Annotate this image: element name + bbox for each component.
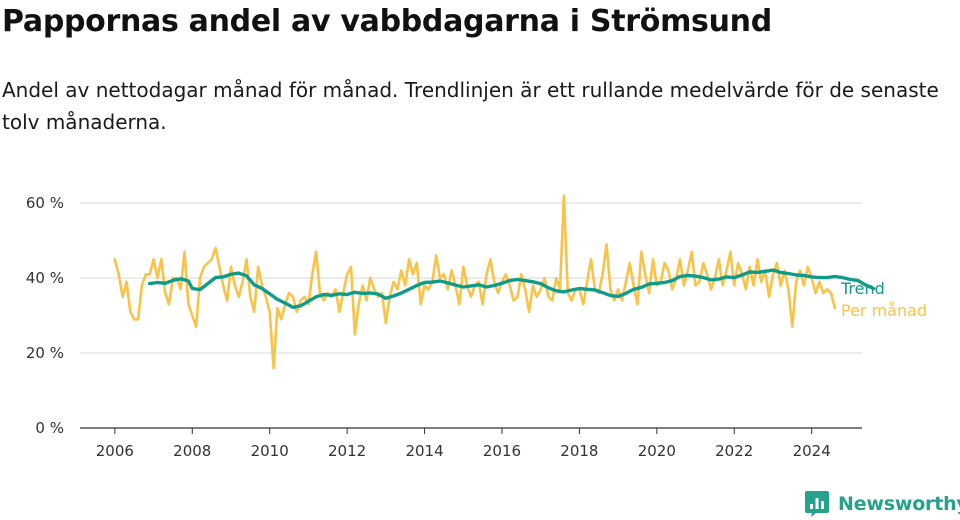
x-tick-label: 2020 bbox=[638, 442, 676, 460]
x-axis-labels: 2006 2008 2010 2012 2014 2016 2018 2020 2022 2024 bbox=[96, 442, 831, 460]
x-tick-label: 2022 bbox=[715, 442, 753, 460]
brand-name: Newsworthy bbox=[838, 493, 960, 515]
x-tick-label: 2024 bbox=[793, 442, 831, 460]
chart-subtitle: Andel av nettodagar månad för månad. Tre… bbox=[2, 78, 939, 134]
x-tick-label: 2006 bbox=[96, 442, 134, 460]
series-line-trend bbox=[148, 268, 876, 309]
legend-per-manad: Per månad bbox=[841, 301, 927, 320]
y-tick-label: 0 % bbox=[35, 419, 64, 437]
x-tick-label: 2012 bbox=[328, 442, 366, 460]
newsworthy-logo-icon bbox=[805, 491, 829, 517]
chart-title: Pappornas andel av vabbdagarna i Strömsu… bbox=[2, 4, 772, 39]
x-tick-label: 2008 bbox=[173, 442, 211, 460]
grid-lines bbox=[80, 202, 862, 354]
y-tick-label: 40 % bbox=[26, 269, 64, 287]
x-tick-label: 2016 bbox=[483, 442, 521, 460]
x-tick-label: 2018 bbox=[560, 442, 598, 460]
series-lines bbox=[113, 194, 876, 370]
newsworthy-logo: Newsworthy bbox=[804, 489, 960, 519]
y-tick-label: 60 % bbox=[26, 194, 64, 212]
legend-trend: Trend bbox=[840, 279, 885, 298]
legend: Trend Per månad bbox=[840, 279, 927, 320]
series-line-per-manad bbox=[113, 194, 837, 370]
x-tick-label: 2014 bbox=[405, 442, 443, 460]
y-axis-labels: 0 % 20 % 40 % 60 % bbox=[26, 194, 64, 437]
x-axis bbox=[80, 427, 862, 434]
y-tick-label: 20 % bbox=[26, 344, 64, 362]
x-tick-label: 2010 bbox=[251, 442, 289, 460]
